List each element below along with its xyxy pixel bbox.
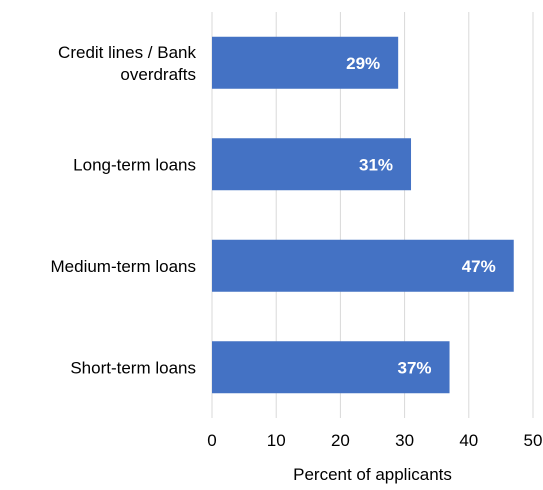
category-label-2: Medium-term loans bbox=[51, 257, 197, 276]
tick-label-50: 50 bbox=[524, 431, 543, 450]
tick-label-20: 20 bbox=[331, 431, 350, 450]
category-labels: Credit lines / Bank overdrafts Long-term l… bbox=[51, 43, 197, 378]
category-label-0-line-1: overdrafts bbox=[120, 65, 196, 84]
category-label-1: Long-term loans bbox=[73, 155, 196, 174]
category-label-0-line-0: Credit lines / Bank bbox=[58, 43, 196, 62]
bar-2 bbox=[212, 239, 514, 292]
x-axis-title: Percent of applicants bbox=[293, 465, 452, 484]
data-label-0: 29% bbox=[346, 54, 380, 73]
tick-label-10: 10 bbox=[267, 431, 286, 450]
x-axis-tick-labels: 0 10 20 30 40 50 bbox=[207, 431, 542, 450]
tick-label-40: 40 bbox=[459, 431, 478, 450]
tick-label-0: 0 bbox=[207, 431, 216, 450]
tick-label-30: 30 bbox=[395, 431, 414, 450]
data-label-1: 31% bbox=[359, 155, 393, 174]
data-label-2: 47% bbox=[462, 257, 496, 276]
bar-0 bbox=[212, 36, 399, 89]
data-label-3: 37% bbox=[398, 358, 432, 377]
bar-3 bbox=[212, 341, 450, 394]
bars: 29% 31% 47% 37% bbox=[212, 36, 514, 394]
bar-1 bbox=[212, 138, 412, 191]
category-label-3: Short-term loans bbox=[70, 358, 196, 377]
